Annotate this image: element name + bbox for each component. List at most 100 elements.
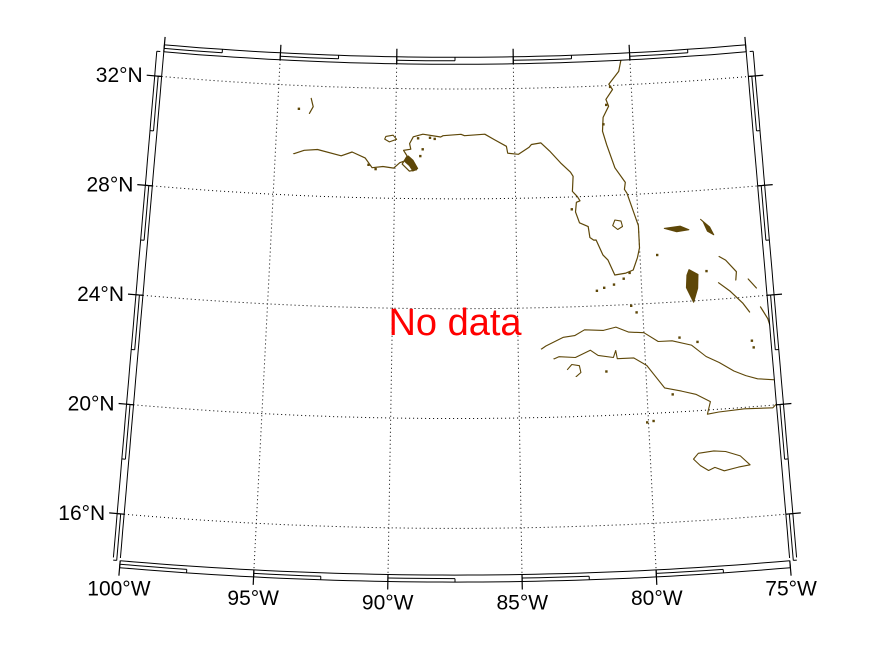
lat-label-32n: 32°N xyxy=(96,64,143,87)
coast-lake-pontchartrain xyxy=(384,134,398,143)
islet-speck xyxy=(173,434,177,437)
islet-speck xyxy=(614,433,617,436)
lon-label-95w: 95°W xyxy=(227,587,279,610)
frame-checker-midline xyxy=(656,568,724,574)
islet-speck xyxy=(705,269,708,273)
frame-checker-midline xyxy=(751,76,757,131)
frame-inner-bottom xyxy=(120,560,790,576)
parallel-32n xyxy=(161,76,749,90)
parallel-28n xyxy=(152,185,758,200)
island-grand-bahama xyxy=(663,225,690,233)
islet-speck xyxy=(421,148,424,151)
frame-inner-left xyxy=(119,51,165,559)
islet-speck xyxy=(603,286,606,289)
annotation-tick xyxy=(628,44,631,60)
islet-speck xyxy=(198,287,201,290)
frame-checker-midline xyxy=(629,52,688,57)
frame-inner-right xyxy=(745,51,791,559)
annotation-tick xyxy=(109,512,125,515)
lon-label-75w: 75°W xyxy=(765,578,817,601)
islet-speck xyxy=(622,277,625,280)
frame-inner-top xyxy=(163,51,747,65)
lat-label-28n: 28°N xyxy=(86,174,133,197)
lon-label-80w: 80°W xyxy=(631,587,683,610)
island-abaco xyxy=(700,218,715,236)
islet-speck xyxy=(696,340,699,344)
annotation-tick xyxy=(118,402,134,406)
islet-speck xyxy=(442,491,445,494)
coast-laguna-madre xyxy=(209,214,214,248)
graticule xyxy=(124,59,786,575)
annotation-tick xyxy=(163,36,166,52)
frame-checker-midline xyxy=(164,47,223,54)
coast-toledo-bend xyxy=(308,97,314,114)
islet-speck xyxy=(367,163,370,166)
annotations: 32°N 28°N 24°N 20°N 16°N 100°W 95°W 90°W 85°W 80°… xyxy=(58,64,817,614)
annotation-tick xyxy=(252,569,255,585)
islet-speck xyxy=(496,514,499,517)
annotation-tick xyxy=(776,402,792,406)
annotation-tick xyxy=(127,293,143,296)
islet-speck xyxy=(750,339,754,342)
annotation-tick xyxy=(137,184,153,187)
lat-label-24n: 24°N xyxy=(77,283,124,306)
islet-speck xyxy=(455,464,458,467)
coast-pacific-coast xyxy=(163,477,346,545)
coast-cuba xyxy=(519,326,782,415)
islet-speck xyxy=(605,370,608,373)
islet-speck xyxy=(752,346,755,349)
coast-roatan xyxy=(478,515,489,520)
frame-outer-right xyxy=(752,51,798,558)
annotation-tick xyxy=(767,293,783,296)
annotation-tick xyxy=(118,560,121,576)
lon-label-90w: 90°W xyxy=(362,591,414,614)
islet-speck xyxy=(652,419,655,423)
annotation-tick xyxy=(279,44,282,60)
annotation-tick xyxy=(146,74,162,78)
frame-checker-midline xyxy=(513,58,572,61)
frame-outer-left xyxy=(112,51,158,558)
islet-speck xyxy=(196,114,199,117)
islet-speck xyxy=(200,274,204,277)
annotation-tick xyxy=(789,560,792,576)
parallel-20n xyxy=(133,404,777,419)
frame-checker-midline xyxy=(153,76,159,131)
island-andros xyxy=(685,269,699,303)
islet-speck xyxy=(428,136,432,139)
coast-cozumel xyxy=(468,402,474,411)
islet-speck xyxy=(297,107,301,110)
islet-speck xyxy=(635,311,638,314)
frame-outer-top xyxy=(164,44,746,58)
islet-speck xyxy=(439,501,442,504)
lon-label-100w: 100°W xyxy=(87,578,150,601)
island-mississippi-delta-marsh xyxy=(404,155,419,172)
frame-checker-midline xyxy=(760,185,767,241)
coast-lake-okeechobee xyxy=(612,219,624,231)
map-frame xyxy=(109,36,801,590)
islet-speck xyxy=(678,336,681,339)
islet-speck xyxy=(215,455,218,458)
islet-speck xyxy=(605,103,608,107)
frame-checker-midline xyxy=(779,404,786,460)
islet-speck xyxy=(197,120,200,124)
frame-checker-midline xyxy=(770,294,776,350)
annotation-tick xyxy=(655,569,658,585)
islet-speck xyxy=(419,154,422,158)
frame-checker-midline xyxy=(280,55,339,60)
annotation-tick xyxy=(785,512,801,515)
islet-speck xyxy=(340,500,343,504)
islet-speck xyxy=(671,393,674,396)
annotation-tick xyxy=(744,36,747,52)
frame-checker-midline xyxy=(522,575,590,579)
islet-speck xyxy=(612,283,616,286)
islet-speck xyxy=(457,455,461,459)
frame-checker-midline xyxy=(396,59,455,62)
islet-speck xyxy=(328,504,331,507)
islet-speck xyxy=(602,123,605,126)
no-data-label: No data xyxy=(388,302,522,344)
islet-speck xyxy=(468,524,471,527)
islet-speck xyxy=(433,137,436,141)
coast-tamiahua-lagoon xyxy=(194,351,205,380)
